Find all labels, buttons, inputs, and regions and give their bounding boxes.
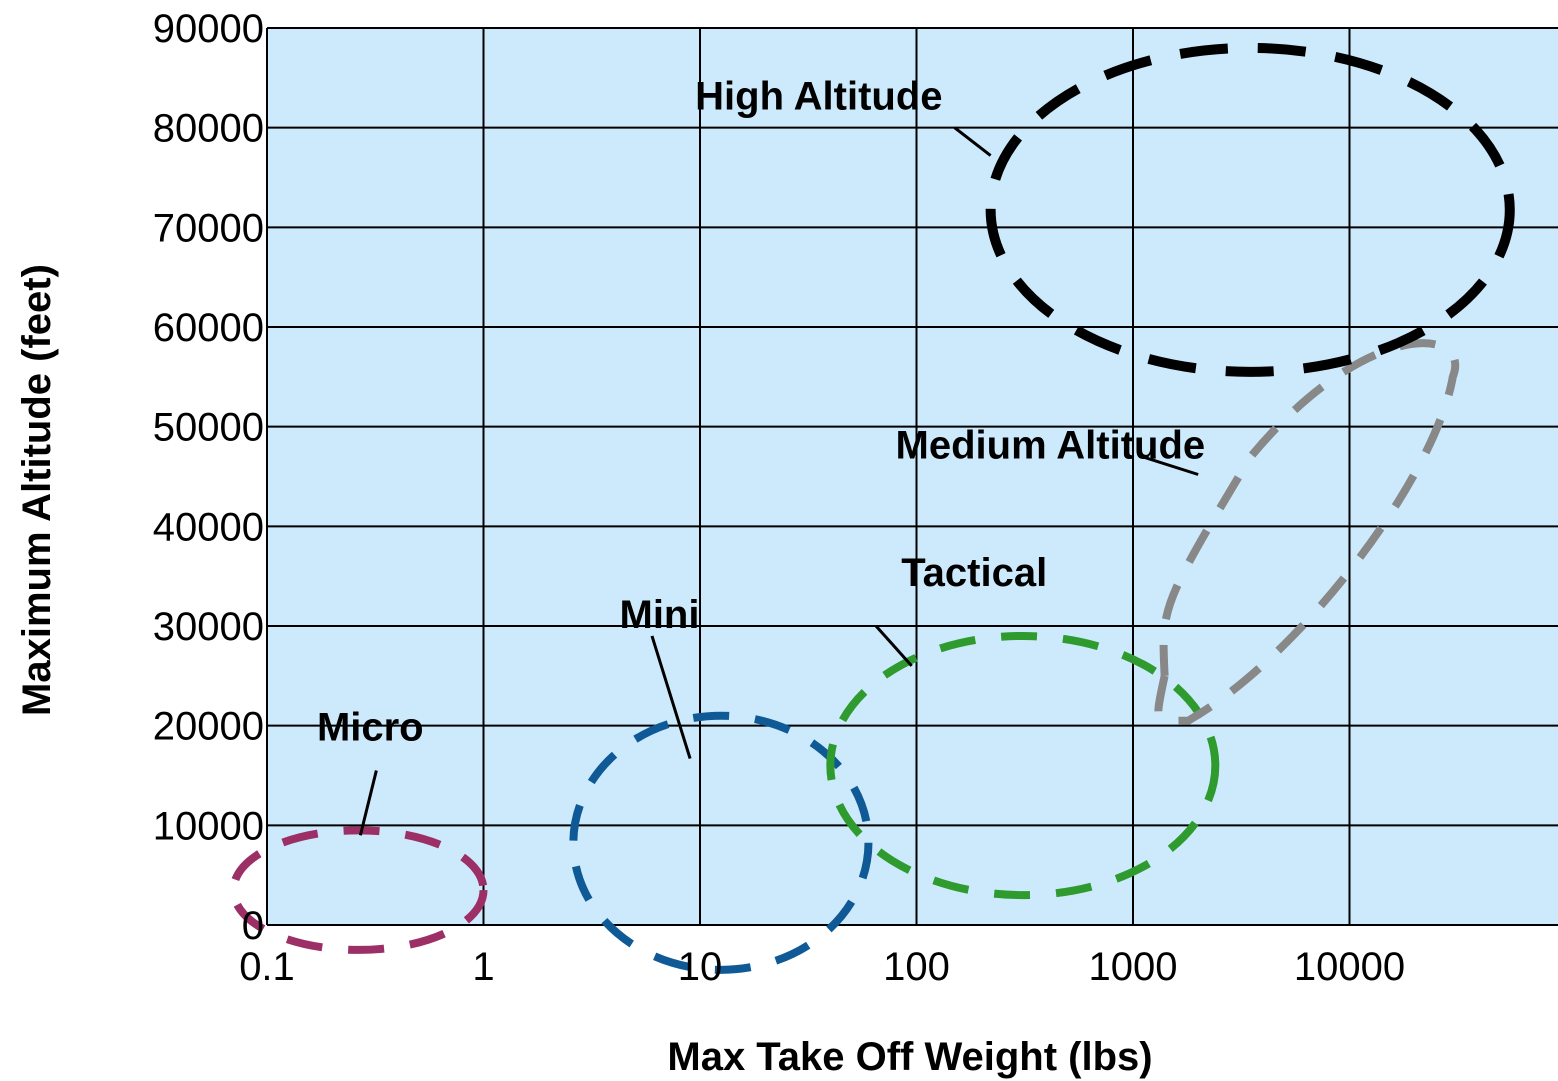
label-high-altitude: High Altitude: [695, 75, 942, 119]
y-tick-label: 10000: [153, 804, 264, 848]
region-tactical: [826, 631, 1220, 900]
grid: [266, 27, 1558, 926]
x-tick-label: 100: [883, 945, 950, 989]
x-tick-label: 1: [472, 945, 494, 989]
x-tick-label: 10: [678, 945, 723, 989]
pointer-medium-altitude: [1141, 455, 1199, 476]
label-micro: Micro: [317, 706, 424, 750]
y-tick-label: 70000: [153, 206, 264, 250]
y-tick-label: 30000: [153, 605, 264, 649]
x-tick-label: 0.1: [239, 945, 295, 989]
pointer-tactical: [874, 624, 913, 667]
x-tick-label: 10000: [1294, 945, 1405, 989]
region-labels: Micro Mini Tactical Medium Altitude High Alt…: [317, 75, 1205, 836]
pointer-high-altitude: [953, 126, 992, 157]
plot-area: [267, 28, 1558, 925]
x-axis-title: Max Take Off Weight (lbs): [667, 1035, 1152, 1079]
y-axis-title: Maximum Altitude (feet): [15, 264, 59, 716]
y-tick-labels: 0 10000 20000 30000 40000 50000 60000 70000 8000…: [153, 7, 264, 948]
x-tick-labels: 0.1 1 10 100 1000 10000: [239, 945, 1405, 989]
pointer-mini: [650, 635, 692, 760]
y-tick-label: 40000: [153, 505, 264, 549]
region-mini: [569, 711, 873, 974]
y-tick-label: 50000: [153, 406, 264, 450]
y-tick-label: 90000: [153, 7, 264, 51]
label-tactical: Tactical: [901, 551, 1047, 595]
region-high-altitude: [985, 42, 1515, 377]
label-mini: Mini: [620, 593, 700, 637]
y-tick-label: 80000: [153, 107, 264, 151]
region-micro: [229, 826, 488, 954]
region-medium-altitude: [1154, 339, 1460, 725]
y-tick-label: 60000: [153, 306, 264, 350]
x-tick-label: 1000: [1089, 945, 1178, 989]
pointer-micro: [358, 770, 378, 836]
label-medium-altitude: Medium Altitude: [896, 424, 1206, 468]
y-tick-label: 0: [242, 904, 264, 948]
y-tick-label: 20000: [153, 705, 264, 749]
regions: [229, 42, 1515, 974]
